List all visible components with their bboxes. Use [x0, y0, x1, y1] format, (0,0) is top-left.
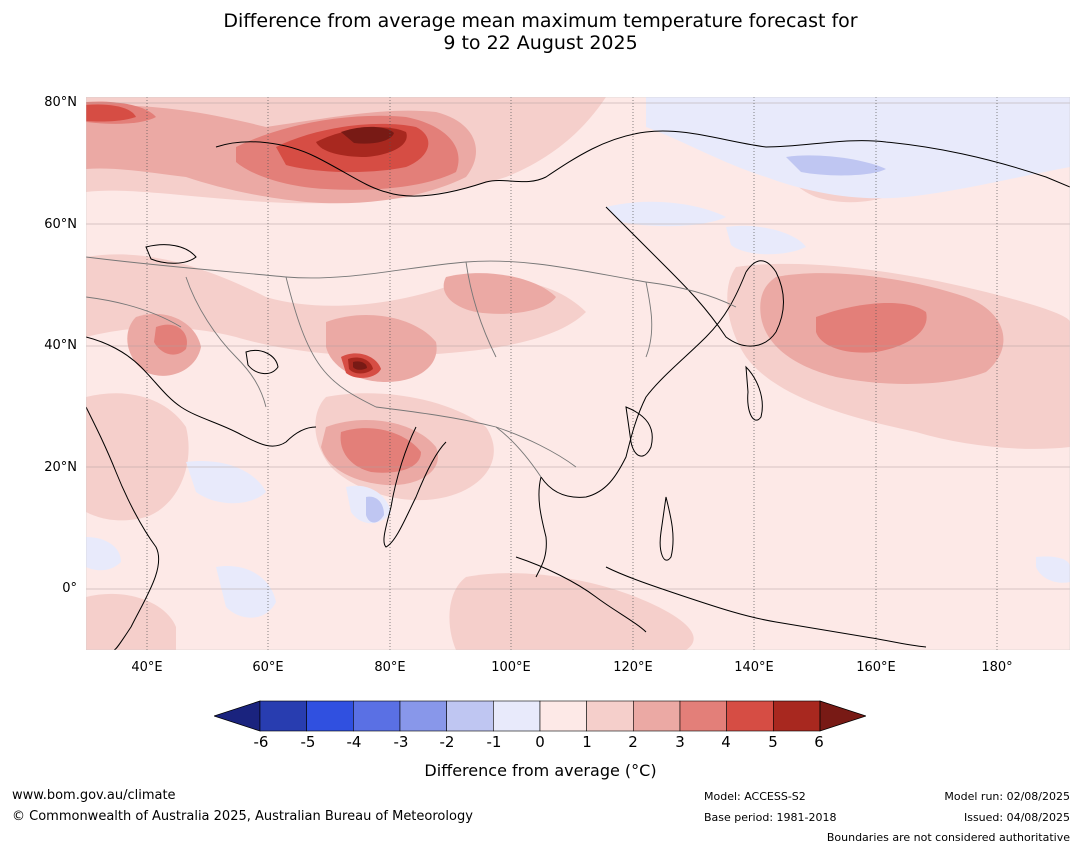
lat-label-0: 0° — [62, 581, 77, 596]
colorbar-swatch — [399, 700, 447, 732]
colorbar-swatch — [773, 700, 821, 732]
base-period: Base period: 1981-2018 — [704, 811, 837, 824]
lat-gridlines — [86, 102, 1070, 590]
coastlines — [86, 130, 1070, 650]
lat-label-60n: 60°N — [44, 217, 77, 232]
colorbar-title: Difference from average (°C) — [424, 761, 657, 780]
lon-label-60e: 60°E — [252, 660, 284, 675]
lon-label-180: 180° — [981, 660, 1013, 675]
colorbar-tick: -4 — [346, 733, 362, 751]
lat-label-80n: 80°N — [44, 95, 77, 110]
boundary-disclaimer: Boundaries are not considered authoritat… — [826, 831, 1070, 844]
colorbar-tick: -3 — [393, 733, 409, 751]
colorbar-swatch — [633, 700, 681, 732]
colorbar-swatch — [726, 700, 774, 732]
colorbar-swatch — [493, 700, 541, 732]
colorbar-tick: 4 — [721, 733, 731, 751]
temperature-anomaly-map — [86, 97, 1070, 650]
lon-label-80e: 80°E — [374, 660, 406, 675]
colorbar-swatch — [539, 700, 587, 732]
colorbar-tick: 5 — [768, 733, 778, 751]
lat-label-20n: 20°N — [44, 460, 77, 475]
colorbar-tick: -2 — [439, 733, 455, 751]
anomaly-band-above-6 — [341, 126, 394, 370]
website-link[interactable]: www.bom.gov.au/climate — [12, 788, 176, 803]
colorbar — [214, 700, 866, 732]
lon-label-100e: 100°E — [491, 660, 531, 675]
colorbar-swatch — [259, 700, 307, 732]
copyright-text: © Commonwealth of Australia 2025, Austra… — [12, 809, 473, 824]
colorbar-tick: -5 — [300, 733, 316, 751]
lat-label-40n: 40°N — [44, 338, 77, 353]
colorbar-swatch — [353, 700, 401, 732]
title-line-1: Difference from average mean maximum tem… — [223, 10, 858, 32]
colorbar-extend-high — [819, 700, 866, 732]
colorbar-tick: -6 — [253, 733, 269, 751]
colorbar-tick: 6 — [814, 733, 824, 751]
map-title: Difference from average mean maximum tem… — [0, 10, 1081, 54]
title-line-2: 9 to 22 August 2025 — [443, 32, 638, 54]
anomaly-band-minus-2-1 — [366, 155, 886, 523]
colorbar-swatch — [446, 700, 494, 732]
colorbar-swatch — [679, 700, 727, 732]
lon-label-140e: 140°E — [734, 660, 774, 675]
colorbar-tick: 0 — [535, 733, 545, 751]
colorbar-extend-low — [214, 700, 261, 732]
colorbar-tick: 1 — [582, 733, 592, 751]
country-borders — [86, 256, 737, 478]
map-svg — [86, 97, 1070, 650]
lon-label-40e: 40°E — [131, 660, 163, 675]
colorbar-tick: -1 — [486, 733, 502, 751]
issued-date: Issued: 04/08/2025 — [963, 811, 1070, 824]
colorbar-tick: 2 — [628, 733, 638, 751]
colorbar-tick: 3 — [675, 733, 685, 751]
lon-label-120e: 120°E — [613, 660, 653, 675]
colorbar-swatch — [306, 700, 354, 732]
model-run-date: Model run: 02/08/2025 — [944, 790, 1070, 803]
colorbar-swatch — [586, 700, 634, 732]
model-name: Model: ACCESS-S2 — [704, 790, 806, 803]
lon-label-160e: 160°E — [856, 660, 896, 675]
